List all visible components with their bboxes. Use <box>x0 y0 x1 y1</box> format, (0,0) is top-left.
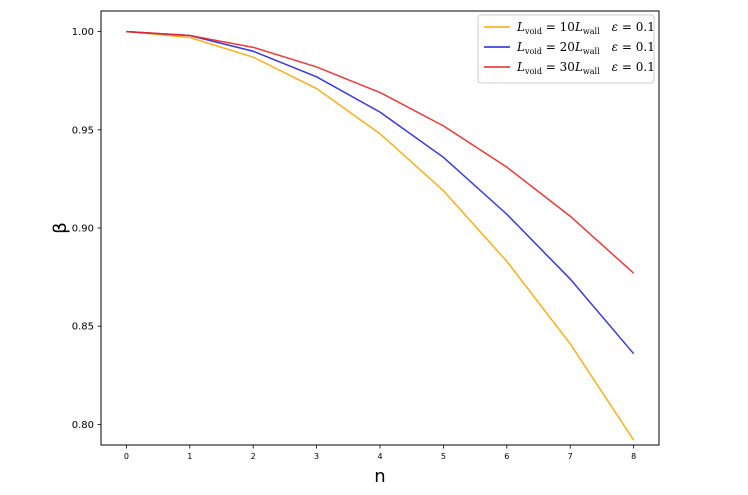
y-axis-label: β <box>50 222 71 234</box>
y-tick-label: 0.95 <box>72 125 94 136</box>
x-tick-label: 7 <box>568 452 573 461</box>
x-axis-label: n <box>374 466 385 487</box>
x-tick-label: 0 <box>124 452 129 461</box>
series-line-2 <box>126 30 635 355</box>
x-tick-label: 3 <box>314 452 319 461</box>
y-tick-label: 1.00 <box>72 27 94 38</box>
legend-label-3: Lvoid = 30Lwall ε = 0.1 <box>516 60 655 76</box>
x-tick-label: 5 <box>441 452 446 461</box>
x-tick-label: 6 <box>504 452 509 461</box>
legend-label-2: Lvoid = 20Lwall ε = 0.1 <box>516 40 655 56</box>
legend-label-1: Lvoid = 10Lwall ε = 0.1 <box>516 20 655 36</box>
x-tick-label: 2 <box>251 452 256 461</box>
x-tick-label: 1 <box>187 452 192 461</box>
y-tick-label: 0.80 <box>72 420 94 431</box>
y-tick-label: 0.85 <box>72 322 94 333</box>
y-tick-label: 0.90 <box>72 224 94 235</box>
series-line-1 <box>126 30 635 441</box>
series-lines <box>126 30 635 441</box>
legend-box <box>477 14 655 84</box>
x-tick-label: 4 <box>377 452 382 461</box>
legend: Lvoid = 10Lwall ε = 0.1 Lvoid = 20Lwall ε =… <box>477 14 655 84</box>
x-tick-label: 8 <box>631 452 636 461</box>
axis-ticks: 0 1 2 3 4 5 6 7 8 0.80 0.85 0.90 0.95 1.00 <box>72 27 636 461</box>
series-line-3 <box>126 30 635 274</box>
